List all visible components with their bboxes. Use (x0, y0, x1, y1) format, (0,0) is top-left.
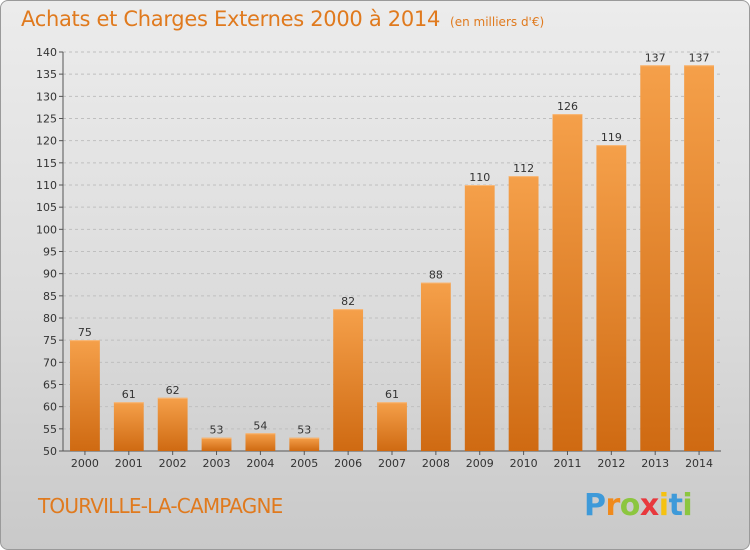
y-tick-label: 95 (43, 246, 57, 259)
y-tick-label: 85 (43, 290, 57, 303)
chart-title: Achats et Charges Externes 2000 à 2014 (e… (21, 7, 544, 31)
y-tick-label: 125 (36, 113, 57, 126)
value-label: 54 (253, 419, 267, 432)
bars (70, 65, 714, 452)
y-tick-label: 100 (36, 223, 57, 236)
x-tick-label: 2002 (159, 457, 187, 470)
bar (157, 397, 188, 451)
x-tick-label: 2008 (422, 457, 450, 470)
y-tick-label: 135 (36, 68, 57, 81)
y-tick-label: 55 (43, 423, 57, 436)
value-label: 137 (689, 51, 710, 64)
bar (245, 433, 276, 451)
y-tick-label: 65 (43, 379, 57, 392)
y-tick-label: 60 (43, 401, 57, 414)
logo-letter: o (619, 488, 641, 523)
logo-letter: P (584, 488, 606, 523)
value-label: 53 (297, 424, 311, 437)
bar (201, 437, 232, 451)
x-tick-label: 2005 (290, 457, 318, 470)
value-label: 119 (601, 131, 622, 144)
x-tick-label: 2001 (115, 457, 143, 470)
y-tick-label: 75 (43, 334, 57, 347)
value-label: 75 (78, 326, 92, 339)
value-label: 61 (385, 388, 399, 401)
proxiti-logo: Proxiti (584, 488, 693, 523)
y-tick-label: 90 (43, 268, 57, 281)
bar (333, 309, 364, 451)
x-tick-label: 2012 (597, 457, 625, 470)
labels: 50 55 60 65 70 75 80 85 90 95 100 105 110 115 120 125 13… (36, 46, 713, 470)
value-label: 53 (210, 424, 224, 437)
logo-letter: r (605, 488, 621, 523)
x-tick-label: 2006 (334, 457, 362, 470)
bar (684, 65, 714, 452)
bar (289, 437, 320, 451)
y-tick-label: 140 (36, 46, 57, 59)
x-tick-label: 2003 (203, 457, 231, 470)
chart-title-text: Achats et Charges Externes 2000 à 2014 (21, 7, 441, 31)
bar (640, 65, 671, 452)
value-label: 110 (469, 171, 490, 184)
y-tick-label: 70 (43, 356, 57, 369)
value-label: 88 (429, 269, 443, 282)
value-label: 61 (122, 388, 136, 401)
value-label: 112 (513, 162, 534, 175)
logo-letter: i (658, 488, 669, 523)
logo-letter: x (639, 488, 659, 523)
y-tick-label: 130 (36, 90, 57, 103)
logo-letter: i (682, 488, 693, 523)
bar (464, 185, 495, 451)
x-tick-label: 2000 (71, 457, 99, 470)
y-tick-label: 80 (43, 312, 57, 325)
value-label: 137 (645, 51, 666, 64)
y-tick-label: 120 (36, 135, 57, 148)
y-tick-label: 105 (36, 201, 57, 214)
bar (377, 402, 407, 451)
y-tick-label: 50 (43, 445, 57, 458)
bar (70, 340, 100, 451)
y-tick-label: 110 (36, 179, 57, 192)
x-tick-label: 2010 (510, 457, 538, 470)
x-tick-label: 2009 (466, 457, 494, 470)
y-tick-label: 115 (36, 157, 57, 170)
commune-name: TOURVILLE-LA-CAMPAGNE (38, 494, 283, 518)
x-tick-label: 2011 (553, 457, 581, 470)
x-tick-label: 2014 (685, 457, 713, 470)
value-label: 82 (341, 295, 355, 308)
logo-letter: t (668, 488, 683, 523)
bar (596, 145, 627, 451)
bar (420, 282, 451, 451)
bar (552, 114, 583, 452)
bar (113, 402, 144, 451)
chart-subtitle: (en milliers d'€) (450, 15, 545, 29)
x-tick-label: 2004 (246, 457, 274, 470)
value-label: 62 (166, 384, 180, 397)
bar (508, 176, 539, 451)
x-tick-label: 2013 (641, 457, 669, 470)
value-label: 126 (557, 100, 578, 113)
x-tick-label: 2007 (378, 457, 406, 470)
